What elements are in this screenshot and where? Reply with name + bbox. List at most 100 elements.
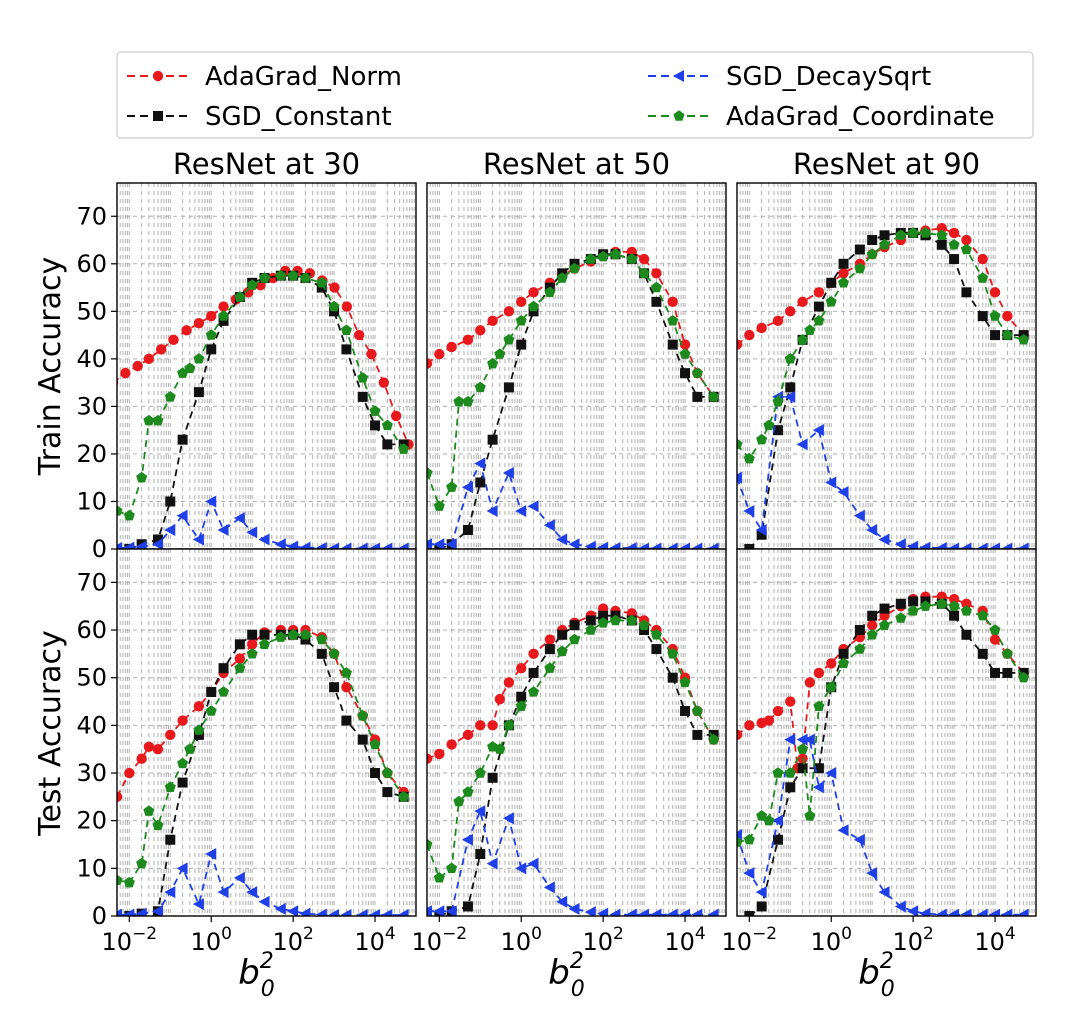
series-line-sgd-constant — [748, 600, 1024, 916]
series-line-sgd-decaysqrt — [117, 850, 404, 916]
legend: AdaGrad_Norm SGD_Constant SGD_DecaySqrt Ada… — [116, 51, 1034, 139]
data-point-adagrad-coordinate — [164, 391, 176, 402]
data-point-adagrad-norm — [124, 767, 135, 779]
x-tick-label: 102 — [272, 924, 313, 956]
data-point-sgd-decaysqrt — [866, 523, 878, 536]
data-point-sgd-decaysqrt — [258, 533, 270, 546]
data-point-adagrad-norm — [989, 287, 1001, 298]
data-point-sgd-decaysqrt — [737, 471, 742, 484]
data-point-sgd-constant — [487, 434, 498, 445]
data-point-adagrad-norm — [838, 268, 849, 279]
data-point-adagrad-coordinate — [989, 310, 1001, 321]
data-point-adagrad-norm — [267, 272, 279, 284]
data-point-adagrad-norm — [132, 360, 143, 372]
data-point-adagrad-coordinate — [205, 329, 217, 340]
data-point-adagrad-norm — [136, 753, 147, 764]
data-point-adagrad-norm — [744, 720, 755, 731]
data-point-adagrad-coordinate — [123, 876, 135, 888]
data-point-sgd-decaysqrt — [299, 541, 311, 549]
data-point-sgd-constant — [826, 277, 837, 288]
data-point-adagrad-norm — [143, 741, 155, 752]
data-point-adagrad-coordinate — [948, 238, 960, 250]
data-point-sgd-decaysqrt — [527, 857, 539, 870]
y-tick-label: 50 — [76, 297, 107, 325]
data-point-adagrad-coordinate — [797, 743, 809, 754]
data-point-adagrad-coordinate — [462, 786, 474, 797]
data-point-sgd-decaysqrt — [755, 523, 767, 536]
data-point-sgd-decaysqrt — [1001, 908, 1013, 916]
legend-marker — [152, 70, 164, 82]
data-point-sgd-constant — [680, 706, 691, 717]
data-point-adagrad-coordinate — [152, 414, 164, 426]
data-point-adagrad-norm — [155, 344, 167, 355]
data-point-sgd-decaysqrt — [919, 907, 931, 916]
data-point-sgd-decaysqrt — [691, 908, 703, 916]
data-point-adagrad-coordinate — [989, 624, 1001, 635]
y-tick-label: 30 — [76, 759, 107, 787]
gridlines — [116, 549, 417, 917]
data-point-adagrad-coordinate — [772, 395, 784, 407]
data-point-adagrad-coordinate — [667, 648, 679, 659]
data-point-sgd-decaysqrt — [461, 481, 473, 494]
x-axis-label: b2 0 — [238, 949, 275, 1002]
data-point-adagrad-coordinate — [879, 619, 891, 630]
data-point-sgd-constant — [329, 306, 340, 317]
data-point-sgd-decaysqrt — [1017, 908, 1029, 916]
x-tick-label: 104 — [354, 924, 395, 956]
x-tick-label: 102 — [892, 924, 933, 956]
data-point-adagrad-coordinate — [136, 471, 148, 483]
data-point-adagrad-norm — [462, 729, 474, 741]
data-point-sgd-constant — [475, 477, 486, 488]
gridlines — [736, 549, 1037, 917]
legend-marker — [153, 111, 163, 121]
legend-marker — [673, 110, 685, 121]
data-point-sgd-decaysqrt — [164, 886, 176, 899]
data-point-sgd-constant — [651, 296, 662, 307]
data-point-sgd-decaysqrt — [960, 908, 972, 916]
data-point-adagrad-coordinate — [246, 648, 258, 659]
data-point-adagrad-coordinate — [275, 269, 287, 281]
legend-label: AdaGrad_Norm — [205, 62, 402, 92]
data-point-adagrad-norm — [341, 301, 353, 312]
data-point-adagrad-norm — [427, 358, 433, 369]
data-point-adagrad-norm — [177, 715, 188, 726]
data-point-adagrad-norm — [446, 739, 457, 750]
data-point-adagrad-coordinate — [123, 509, 135, 521]
x-tick-label: 104 — [664, 924, 705, 956]
data-point-sgd-constant — [990, 667, 1001, 678]
data-point-adagrad-norm — [961, 598, 972, 610]
panel-title: ResNet at 90 — [793, 147, 980, 181]
data-point-adagrad-coordinate — [638, 619, 650, 630]
data-point-adagrad-coordinate — [381, 767, 393, 778]
data-point-adagrad-norm — [341, 682, 352, 693]
data-point-adagrad-coordinate — [136, 857, 148, 869]
data-point-sgd-decaysqrt — [556, 895, 568, 908]
y-tick-label: 50 — [76, 664, 107, 692]
data-point-adagrad-coordinate — [936, 598, 948, 609]
data-point-sgd-decaysqrt — [397, 909, 409, 916]
data-point-adagrad-coordinate — [164, 781, 176, 792]
data-point-sgd-constant — [692, 729, 703, 740]
data-point-sgd-constant — [475, 849, 486, 860]
data-point-adagrad-coordinate — [177, 757, 189, 769]
data-point-sgd-constant — [382, 787, 393, 798]
data-point-adagrad-coordinate — [907, 605, 919, 616]
data-point-sgd-constant — [357, 391, 368, 402]
axes-frame — [116, 548, 417, 917]
data-point-adagrad-coordinate — [184, 362, 196, 374]
data-point-sgd-decaysqrt — [812, 424, 824, 437]
data-point-adagrad-norm — [785, 306, 796, 317]
panel-r1-c1: 10−2 100 102 104 b2 0 — [412, 548, 727, 1002]
data-point-sgd-decaysqrt — [584, 906, 596, 916]
data-point-sgd-decaysqrt — [340, 909, 352, 916]
data-point-sgd-decaysqrt — [568, 538, 580, 549]
data-point-sgd-constant — [165, 496, 176, 507]
y-tick-label: 0 — [92, 535, 107, 563]
data-point-adagrad-coordinate — [838, 657, 850, 669]
data-point-sgd-constant — [259, 629, 270, 640]
y-tick-label: 20 — [76, 440, 107, 468]
data-point-adagrad-coordinate — [866, 628, 878, 640]
data-point-sgd-decaysqrt — [123, 541, 135, 549]
data-point-adagrad-coordinate — [544, 662, 556, 673]
data-point-sgd-decaysqrt — [878, 533, 890, 546]
